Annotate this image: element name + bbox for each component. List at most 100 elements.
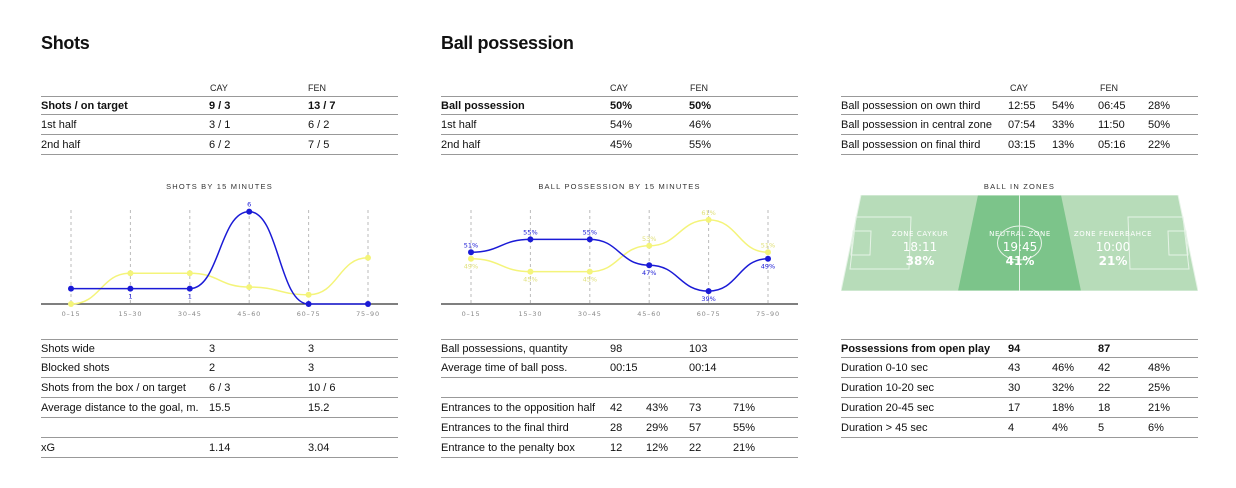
row-fen-value: 18	[1098, 402, 1111, 414]
possession-by-15-chart: 0–15 15–30 30–45 45–60 60–75 75–90 49% 45% 45% 53…	[441, 209, 798, 318]
row-cay-value: 28	[610, 422, 623, 434]
data-point-fen	[468, 255, 474, 262]
zone-time: 19:45	[1002, 240, 1038, 254]
row-fen-value: 103	[689, 343, 708, 355]
possession-table-row: 2nd half 45% 55%	[441, 136, 798, 155]
row-fen-pct: 21%	[733, 442, 756, 454]
ball-in-zones-pitch	[841, 195, 1198, 291]
row-cay-pct: 46%	[1052, 362, 1075, 374]
shots-extra-row: Shots wide 3 3	[41, 339, 398, 358]
data-label-fen: 51%	[761, 241, 775, 249]
col-header-cay: CAY	[610, 83, 628, 93]
row-fen-pct: 50%	[1148, 119, 1171, 131]
data-label-fen: 49%	[464, 263, 478, 271]
zone-neutral: NEUTRAL ZONE 19:45 41%	[970, 230, 1070, 268]
x-tick-label: 15–30	[119, 310, 143, 318]
possession-extra-row: Ball possessions, quantity 98 103	[441, 339, 798, 358]
x-tick-label: 60–75	[297, 310, 321, 318]
shots-table-row: 2nd half 6 / 2 7 / 5	[41, 136, 398, 155]
data-point-fen	[765, 249, 771, 256]
row-cay-pct: 43%	[646, 402, 669, 414]
shots-chart-title: SHOTS BY 15 MINUTES	[166, 182, 273, 191]
row-label: Possessions from open play	[841, 343, 991, 355]
open-play-row: Duration 0-10 sec 43 46% 42 48%	[841, 359, 1198, 378]
row-cay-value: 42	[610, 402, 623, 414]
entrances-row: Entrances to the final third 28 29% 57 5…	[441, 419, 798, 438]
row-cay-value: 00:15	[610, 362, 638, 374]
row-label: Duration > 45 sec	[841, 422, 928, 434]
row-fen-time: 06:45	[1098, 100, 1126, 112]
row-label: Average time of ball poss.	[441, 362, 568, 374]
x-tick-label: 30–45	[178, 310, 202, 318]
row-label: Ball possession on final third	[841, 139, 981, 151]
row-fen-value: 3.04	[308, 442, 330, 454]
col-header-cay: CAY	[1010, 83, 1028, 93]
row-fen-value: 5	[1098, 422, 1105, 434]
open-play-row: Duration 10-20 sec 30 32% 22 25%	[841, 379, 1198, 398]
data-label-fen: 61%	[701, 209, 715, 217]
row-cay-pct: 32%	[1052, 382, 1075, 394]
series-line-fen	[470, 219, 769, 273]
row-fen-pct: 22%	[1148, 139, 1171, 151]
entrances-row: Entrance to the penalty box 12 12% 22 21…	[441, 439, 798, 458]
data-point-fen	[365, 254, 371, 261]
zone-name: ZONE CAYKUR	[891, 230, 949, 238]
col-header-fen: FEN	[308, 83, 326, 93]
col-header-fen: FEN	[1100, 83, 1118, 93]
x-tick-label: 30–45	[578, 310, 602, 318]
data-point-cay	[705, 288, 712, 295]
row-fen-value: 6 / 2	[308, 119, 330, 131]
row-fen-value: 22	[1098, 382, 1111, 394]
data-label-fen: 45%	[523, 276, 537, 284]
possession-title: Ball possession	[441, 33, 574, 53]
row-cay-pct: 18%	[1052, 402, 1075, 414]
row-fen-value: 87	[1098, 343, 1111, 355]
row-label: Duration 0-10 sec	[841, 362, 928, 374]
data-label-cay: 1	[128, 293, 132, 301]
data-point-cay	[646, 262, 653, 269]
series-line-cay	[470, 238, 769, 292]
data-point-cay	[246, 208, 253, 215]
row-fen-pct: 48%	[1148, 362, 1171, 374]
row-fen-pct: 28%	[1148, 100, 1171, 112]
shots-extra-row: Shots from the box / on target 6 / 3 10 …	[41, 379, 398, 398]
data-point-cay	[68, 285, 74, 292]
row-label: Ball possession on own third	[841, 100, 981, 112]
row-fen-value: 73	[689, 402, 702, 414]
row-cay-pct: 54%	[1052, 100, 1075, 112]
row-fen-value: 7 / 5	[308, 139, 330, 151]
data-point-cay	[586, 236, 593, 243]
row-label: Average distance to the goal, m.	[41, 402, 199, 414]
data-label-fen: 45%	[583, 276, 597, 284]
row-cay-time: 12:55	[1008, 100, 1036, 112]
pitch-lines	[841, 195, 1198, 291]
data-point-fen	[68, 301, 74, 307]
row-fen-time: 11:50	[1098, 119, 1125, 131]
row-cay-value: 1.14	[209, 442, 231, 454]
zone-name: NEUTRAL ZONE	[989, 230, 1051, 238]
row-fen-value: 3	[308, 343, 315, 355]
x-tick-label: 0–15	[462, 310, 481, 318]
row-fen-value: 13 / 7	[308, 100, 336, 112]
shots-title: Shots	[41, 33, 90, 53]
row-cay-pct: 4%	[1052, 422, 1068, 434]
row-label: Ball possession	[441, 100, 525, 112]
row-fen-value: 57	[689, 422, 702, 434]
data-label-cay: 55%	[583, 228, 597, 236]
zones-table-row: Ball possession on own third 12:55 54% 0…	[841, 96, 1198, 115]
shots-by-15-chart: 0–15 15–30 30–45 45–60 60–75 75–90 1 1 6	[41, 201, 398, 318]
row-cay-value: 43	[1008, 362, 1021, 374]
row-fen-pct: 71%	[733, 402, 756, 414]
data-label-cay: 49%	[761, 263, 775, 271]
x-tick-label: 60–75	[697, 310, 721, 318]
row-fen-pct: 21%	[1148, 402, 1171, 414]
x-tick-label: 75–90	[356, 310, 380, 318]
open-play-header-row: Possessions from open play 94 87	[841, 339, 1198, 358]
row-cay-value: 15.5	[209, 402, 231, 414]
row-cay-value: 2	[209, 362, 216, 374]
data-point-fen	[646, 242, 653, 249]
row-label: Entrance to the penalty box	[441, 442, 575, 454]
row-label: Entrances to the final third	[441, 422, 569, 434]
data-label-cay: 47%	[642, 269, 656, 277]
data-point-cay	[365, 301, 371, 307]
